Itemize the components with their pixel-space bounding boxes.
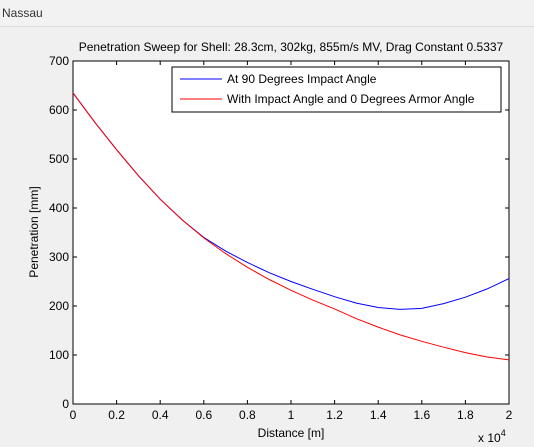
- y-tick-label: 300: [49, 250, 69, 264]
- y-axis-label: Penetration [mm]: [27, 186, 41, 277]
- plot-area: [72, 60, 510, 405]
- x-axis-ticks: 0 0.2 0.4 0.6 0.8 1 1.2 1.4 1.6 1.8 2: [70, 61, 513, 422]
- x-tick-label: 2: [506, 408, 513, 422]
- legend: At 90 Degrees Impact Angle With Impact An…: [171, 66, 502, 113]
- y-axis-ticks: 0 100 200 300 400 500 600 700: [49, 54, 509, 411]
- legend-box: [171, 66, 502, 113]
- x-tick-label: 1: [288, 408, 295, 422]
- y-tick-label: 100: [49, 348, 69, 362]
- x-tick-label: 1.8: [457, 408, 474, 422]
- x-tick-label: 0.6: [195, 408, 212, 422]
- x-exponent-label: x 104: [478, 428, 506, 445]
- y-tick-label: 700: [49, 54, 69, 68]
- window-titlebar: Nassau: [0, 0, 534, 27]
- x-tick-label: 0.4: [152, 408, 169, 422]
- x-exponent-power: 4: [501, 428, 506, 438]
- x-tick-label: 0.2: [108, 408, 125, 422]
- window-title: Nassau: [2, 6, 43, 20]
- legend-entry-1: At 90 Degrees Impact Angle: [227, 72, 377, 86]
- y-tick-label: 600: [49, 103, 69, 117]
- line-chart: Penetration Sweep for Shell: 28.3cm, 302…: [27, 40, 513, 445]
- series-line-2: [72, 92, 510, 361]
- chart-title: Penetration Sweep for Shell: 28.3cm, 302…: [79, 40, 504, 54]
- x-tick-label: 1.4: [370, 408, 387, 422]
- y-tick-label: 200: [49, 299, 69, 313]
- y-tick-label: 0: [62, 397, 69, 411]
- x-tick-label: 1.6: [413, 408, 430, 422]
- y-tick-label: 500: [49, 152, 69, 166]
- series-lines: [72, 92, 510, 361]
- figure-area: Penetration Sweep for Shell: 28.3cm, 302…: [0, 27, 534, 447]
- x-tick-label: 1.2: [326, 408, 343, 422]
- x-exponent-base: x 10: [478, 431, 501, 445]
- x-tick-label: 0: [70, 408, 77, 422]
- x-axis-label: Distance [m]: [258, 426, 325, 440]
- x-tick-label: 0.8: [239, 408, 256, 422]
- y-tick-label: 400: [49, 201, 69, 215]
- legend-entry-2: With Impact Angle and 0 Degrees Armor An…: [227, 92, 475, 106]
